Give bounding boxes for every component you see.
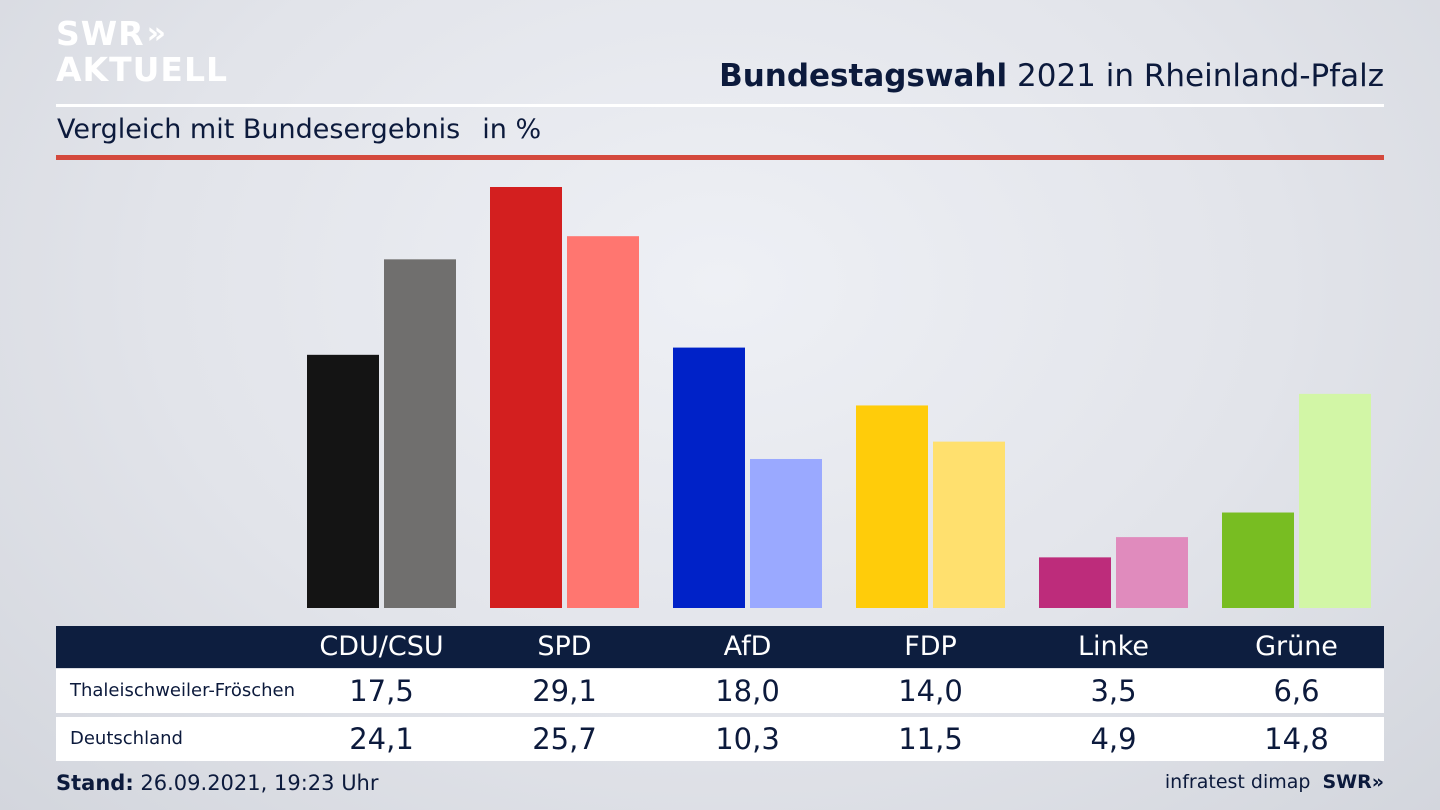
logo-line-2: AKTUELL — [56, 50, 229, 89]
bar-fdp-national — [933, 441, 1005, 608]
page-title: Bundestagswahl 2021 in Rheinland-Pfalz — [719, 58, 1384, 94]
party-header-row: CDU/CSU SPD AfD FDP Linke Grüne — [56, 626, 1384, 668]
party-label-spd: SPD — [537, 631, 592, 662]
title-rest: 2021 in Rheinland-Pfalz — [1017, 58, 1384, 94]
party-label-fdp: FDP — [904, 631, 957, 662]
stand-label: Stand: — [56, 771, 134, 795]
row-label-national: Deutschland — [70, 728, 183, 749]
title-divider — [56, 104, 1384, 107]
bar-spd-local — [490, 187, 562, 608]
table-row: Deutschland 24,1 25,7 10,3 11,5 4,9 14,8 — [56, 717, 1384, 761]
source-credit: infratest dimap SWR» — [1165, 771, 1384, 793]
swr-aktuell-logo: SWR» AKTUELL — [56, 16, 228, 88]
bar-gruene-local — [1222, 512, 1294, 608]
bar-gruene-national — [1299, 393, 1371, 608]
credit-text: infratest dimap — [1164, 771, 1311, 793]
bar-cdu-csu-local — [307, 354, 379, 608]
bar-spd-national — [567, 236, 639, 608]
party-label-gruene: Grüne — [1255, 631, 1338, 662]
title-bold: Bundestagswahl — [719, 58, 1008, 94]
subtitle-unit: in % — [482, 114, 542, 145]
party-label-afd: AfD — [723, 631, 772, 662]
bar-afd-local — [673, 347, 745, 608]
stand-value: 26.09.2021, 19:23 Uhr — [140, 771, 379, 795]
value-afd-local: 18,0 — [715, 674, 780, 708]
value-linke-national: 4,9 — [1090, 722, 1137, 756]
row-label-local: Thaleischweiler-Fröschen — [70, 680, 296, 701]
value-cdu-csu-national: 24,1 — [349, 722, 414, 756]
party-label-linke: Linke — [1078, 631, 1149, 662]
chart-subtitle: Vergleich mit Bundesergebnis in % — [57, 114, 541, 145]
subtitle-divider — [56, 155, 1384, 160]
logo-line-1: SWR — [56, 14, 145, 53]
bar-linke-national — [1116, 537, 1188, 608]
value-cdu-csu-local: 17,5 — [349, 674, 414, 708]
value-gruene-local: 6,6 — [1273, 674, 1320, 708]
value-linke-local: 3,5 — [1090, 674, 1137, 708]
value-spd-national: 25,7 — [532, 722, 597, 756]
value-spd-local: 29,1 — [532, 674, 597, 708]
subtitle-text: Vergleich mit Bundesergebnis — [57, 114, 461, 145]
bar-linke-local — [1039, 557, 1111, 608]
bar-cdu-csu-national — [384, 259, 456, 608]
value-afd-national: 10,3 — [715, 722, 780, 756]
bar-fdp-local — [856, 405, 928, 608]
bar-afd-national — [750, 458, 822, 608]
value-fdp-local: 14,0 — [898, 674, 963, 708]
swr-small-logo: SWR» — [1322, 771, 1384, 793]
value-fdp-national: 11,5 — [898, 722, 963, 756]
value-gruene-national: 14,8 — [1264, 722, 1329, 756]
table-row: Thaleischweiler-Fröschen 17,5 29,1 18,0 14,… — [56, 669, 1384, 713]
party-label-cdu-csu: CDU/CSU — [319, 631, 444, 662]
timestamp: Stand: 26.09.2021, 19:23 Uhr — [56, 771, 379, 795]
